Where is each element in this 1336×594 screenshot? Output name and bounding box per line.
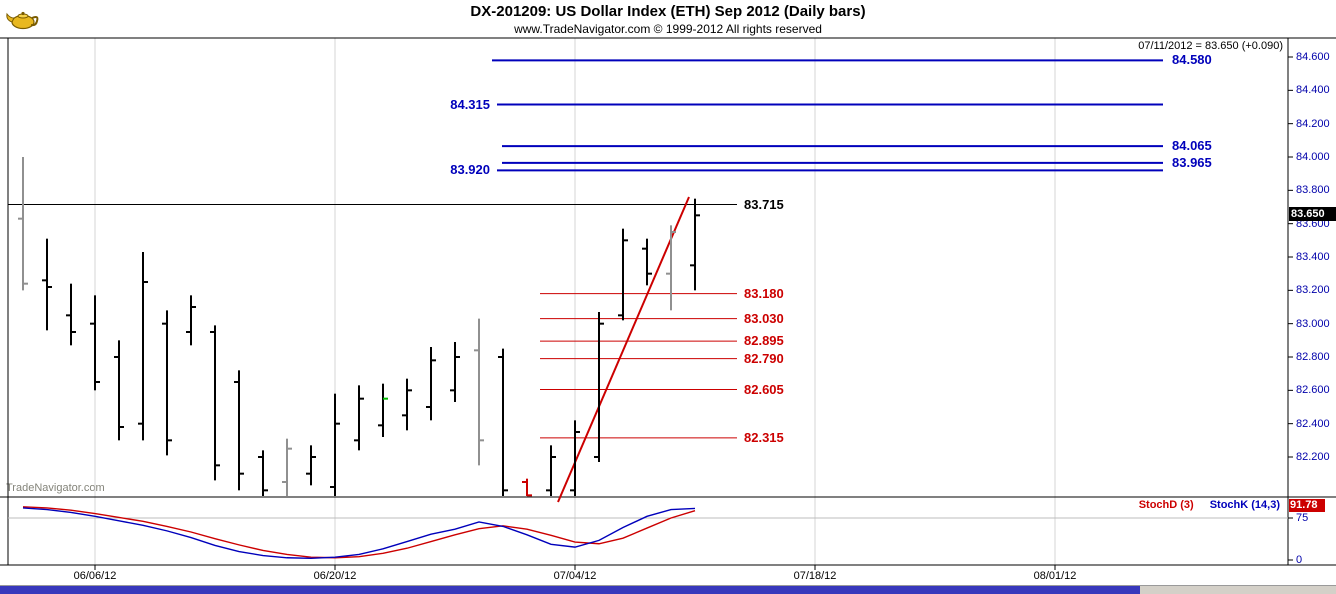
ohlc-bar — [90, 295, 100, 391]
ohlc-bar — [66, 283, 76, 346]
ohlc-bar — [618, 228, 628, 321]
ohlc-bar — [690, 198, 700, 291]
ohlc-bar — [666, 225, 676, 311]
stochk-line — [22, 507, 696, 560]
ohlc-bar — [234, 370, 244, 491]
ohlc-bar — [546, 445, 556, 496]
stochk-legend-label: StochK (14,3) — [1209, 499, 1280, 511]
ohlc-bar — [474, 318, 484, 466]
chart-title: DX-201209: US Dollar Index (ETH) Sep 201… — [470, 3, 866, 20]
chart-scrollbar-thumb[interactable] — [0, 586, 1140, 594]
stoch-value-badge: 91.78 — [1289, 499, 1325, 512]
ohlc-bar — [426, 347, 436, 421]
trade-navigator-logo-icon — [4, 2, 42, 32]
ohlc-bar — [570, 420, 580, 496]
ohlc-bar — [162, 310, 172, 456]
ohlc-bar — [282, 438, 292, 496]
ohlc-bar — [642, 238, 652, 286]
last-quote-readout: 07/11/2012 = 83.650 (+0.090) — [1138, 40, 1283, 52]
ohlc-bar — [114, 340, 124, 441]
ohlc-bar — [138, 252, 148, 441]
stochd-line — [22, 506, 696, 559]
ohlc-bar — [258, 450, 268, 496]
stoch-legend: StochD (3) StochK (14,3) — [1139, 499, 1280, 511]
ohlc-bar — [378, 383, 388, 437]
ohlc-bar — [354, 385, 364, 451]
ohlc-bar — [18, 157, 28, 291]
ohlc-bar — [402, 378, 412, 431]
trendline — [557, 196, 690, 503]
ohlc-bar — [306, 445, 316, 486]
watermark-text: TradeNavigator.com — [6, 482, 105, 494]
chart-scrollbar-track[interactable] — [0, 585, 1336, 594]
ohlc-bar — [186, 295, 196, 346]
ohlc-bar — [450, 342, 460, 402]
ohlc-bar — [498, 348, 508, 496]
ohlc-bar — [594, 312, 604, 462]
last-price-badge: 83.650 — [1289, 207, 1336, 221]
ohlc-bar — [210, 325, 220, 481]
ohlc-bar — [522, 478, 532, 497]
ohlc-bar — [330, 393, 340, 496]
chart-subtitle: www.TradeNavigator.com © 1999-2012 All r… — [514, 22, 822, 36]
stochd-legend-label: StochD (3) — [1138, 499, 1194, 511]
ohlc-bar — [42, 238, 52, 331]
